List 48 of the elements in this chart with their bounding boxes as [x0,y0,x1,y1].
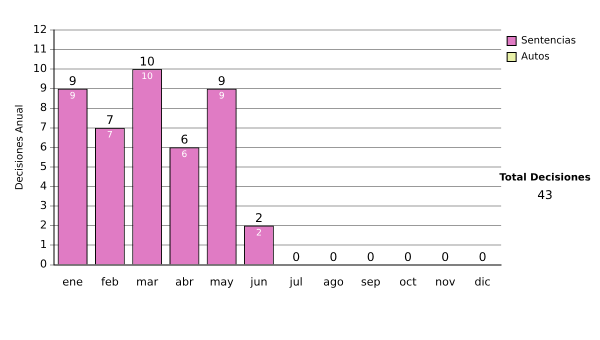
x-tick-label: may [210,275,234,288]
x-tick-label: feb [101,275,119,288]
y-axis-title: Decisiones Anual [14,104,26,190]
y-tick-label: 4 [40,179,47,192]
y-tick-label: 3 [40,198,47,212]
total-label: 10 [140,54,155,68]
total-label: 0 [441,250,450,264]
x-tick-label: dic [474,275,491,288]
data-label: 9 [218,92,225,102]
x-tick-label: jul [288,275,303,288]
x-tick-label: ago [323,275,344,288]
x-tick-label: nov [435,275,456,288]
total-label: 2 [255,210,263,225]
total-label: 0 [478,250,486,264]
total-label: 9 [218,74,226,88]
y-tick-label: 6 [40,140,47,154]
x-tick-label: mar [136,275,159,288]
data-label: 2 [256,228,262,239]
data-label: 7 [107,130,113,141]
y-tick-label: 8 [40,101,47,114]
y-tick-label: 12 [32,22,47,36]
y-tick-label: 11 [32,42,47,56]
data-label: 10 [141,72,154,82]
data-label: 9 [70,92,76,102]
annotation: Total Decisiones [499,172,591,184]
total-label: 9 [68,74,76,88]
y-tick-label: 5 [40,160,47,173]
legend-label: Autos [521,52,550,63]
data-label: 6 [182,150,188,160]
total-label: 0 [404,250,412,264]
x-tick-label: jun [249,275,268,288]
y-tick-label: 7 [40,120,47,134]
legend-label: Sentencias [521,36,576,47]
x-tick-label: ene [62,275,84,288]
y-tick-label: 10 [32,62,47,75]
total-label: 0 [292,250,300,264]
y-tick-label: 9 [40,82,47,95]
x-tick-label: sep [360,275,380,288]
y-tick-label: 0 [40,258,47,271]
y-tick-label: 1 [40,238,47,252]
total-label: 6 [180,132,188,147]
x-tick-label: oct [399,275,418,288]
y-tick-label: 2 [40,218,47,232]
total-label: 0 [366,250,375,264]
text: 43 [537,188,553,202]
total-label: 0 [330,250,338,264]
x-tick-label: abr [175,275,194,288]
total-label: 7 [106,112,114,127]
